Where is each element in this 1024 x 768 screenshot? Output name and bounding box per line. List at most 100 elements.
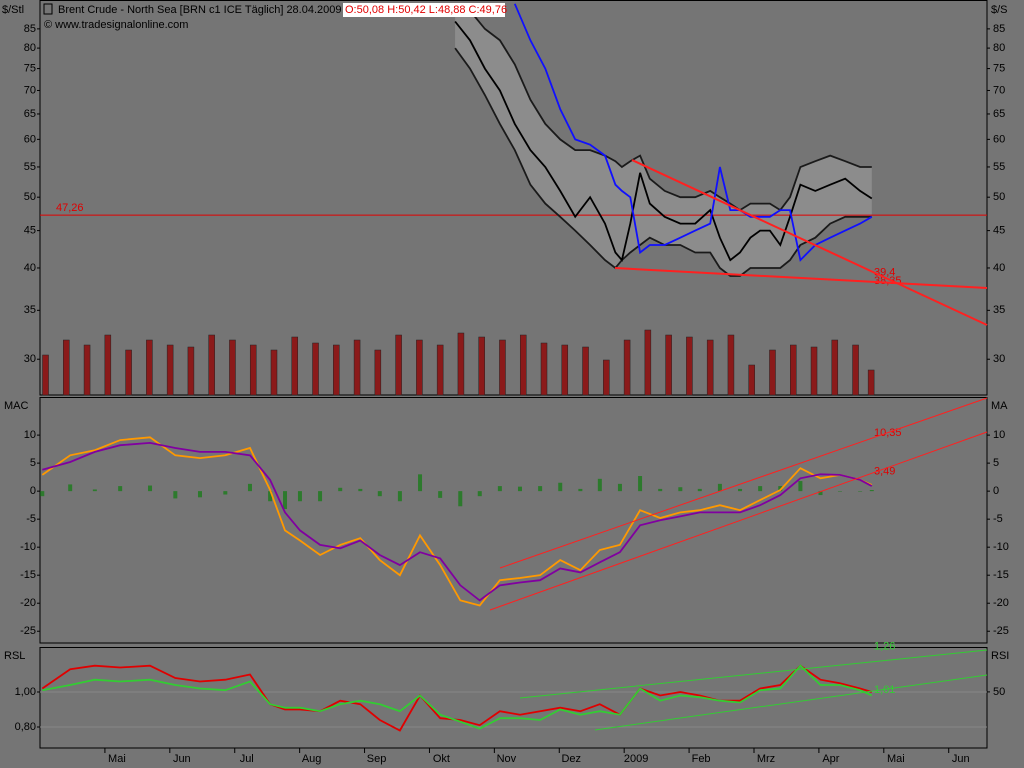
histogram-bar bbox=[458, 491, 463, 507]
histogram-bar bbox=[697, 488, 702, 492]
y2-tick-label: 70 bbox=[993, 84, 1005, 96]
channel-line bbox=[519, 649, 988, 699]
trend-line bbox=[614, 267, 988, 289]
volume-bar bbox=[810, 346, 818, 396]
histogram-bar bbox=[438, 491, 443, 498]
volume-bar bbox=[187, 346, 195, 396]
y-tick-label: 35 bbox=[24, 304, 36, 316]
y-axis-label: RSL bbox=[4, 650, 25, 662]
chart-title: Brent Crude - North Sea [BRN c1 ICE Tägl… bbox=[58, 4, 349, 16]
series-line bbox=[454, 47, 872, 277]
volume-bar bbox=[478, 336, 485, 396]
y-tick-label: 30 bbox=[24, 353, 36, 365]
y2-tick-label: -15 bbox=[993, 569, 1009, 581]
y2-tick-label: 30 bbox=[993, 353, 1005, 365]
y-tick-label: 5 bbox=[30, 457, 36, 469]
y-tick-label: 10 bbox=[24, 429, 36, 441]
volume-bar bbox=[104, 334, 112, 396]
channel-line bbox=[499, 397, 988, 569]
histogram-bar bbox=[558, 482, 563, 492]
histogram-bar bbox=[477, 491, 482, 497]
y2-tick-label: 50 bbox=[993, 191, 1005, 203]
x-tick-label: Nov bbox=[497, 753, 517, 765]
histogram-bar bbox=[173, 491, 178, 499]
histogram-bar bbox=[597, 478, 602, 492]
x-tick-label: Feb bbox=[692, 753, 711, 765]
y-tick-label: 75 bbox=[24, 62, 36, 74]
volume-bar bbox=[748, 364, 755, 396]
volume-bar bbox=[790, 344, 797, 396]
volume-bar bbox=[125, 349, 132, 396]
x-tick-label: Apr bbox=[822, 753, 839, 765]
rsl-panel bbox=[39, 647, 988, 749]
x-tick-label: Aug bbox=[302, 753, 322, 765]
volume-bar bbox=[457, 332, 465, 396]
y2-axis-label: MA bbox=[991, 400, 1008, 412]
y-tick-label: 80 bbox=[24, 42, 36, 54]
y-tick-label: 65 bbox=[24, 108, 36, 120]
histogram-bar bbox=[68, 484, 73, 492]
histogram-bar bbox=[617, 483, 622, 492]
volume-bar bbox=[42, 354, 49, 396]
histogram-bar bbox=[538, 486, 543, 492]
histogram-bar bbox=[658, 488, 663, 492]
histogram-bar bbox=[638, 476, 643, 492]
x-tick-label: Jun bbox=[952, 753, 970, 765]
channel-line bbox=[489, 431, 988, 611]
y-tick-label: 50 bbox=[24, 191, 36, 203]
rsl-layer: 1,00 0,80 50 Mai Jun Jul Aug Sep Okt Nov Dez 2009 Fe… bbox=[15, 640, 1006, 765]
y2-tick-label: 55 bbox=[993, 161, 1005, 173]
volume-bar bbox=[436, 344, 444, 396]
y2-tick-label: 85 bbox=[993, 23, 1005, 35]
macd-layer: 10105500-5-5-10-10-15-15-20-20-25-2510,3… bbox=[20, 427, 1009, 637]
volume-bar bbox=[867, 369, 875, 396]
y2-tick-label: -10 bbox=[993, 541, 1009, 553]
x-tick-label: Sep bbox=[367, 753, 387, 765]
band-fill bbox=[455, 3, 872, 276]
volume-bar bbox=[686, 336, 693, 396]
volume-bar bbox=[623, 339, 631, 396]
histogram-bar bbox=[869, 490, 874, 492]
histogram-bar bbox=[778, 486, 783, 492]
volume-bar bbox=[665, 334, 672, 396]
volume-bar bbox=[312, 342, 319, 396]
x-tick-label: 2009 bbox=[624, 753, 648, 765]
y2-tick-label: -25 bbox=[993, 625, 1009, 637]
volume-bar bbox=[395, 334, 402, 396]
annotation: 38,35 bbox=[874, 275, 902, 287]
histogram-bar bbox=[358, 488, 363, 492]
y2-tick-label: 60 bbox=[993, 133, 1005, 145]
y-tick-label: -15 bbox=[20, 569, 36, 581]
histogram-bar bbox=[758, 486, 763, 492]
y2-tick-label: 10 bbox=[993, 429, 1005, 441]
y-tick-label: 85 bbox=[24, 23, 36, 35]
series-line bbox=[41, 664, 873, 732]
histogram-bar bbox=[148, 485, 153, 492]
volume-bar bbox=[769, 349, 776, 396]
y2-tick-label: 0 bbox=[993, 485, 999, 497]
series-line bbox=[42, 664, 873, 730]
y-tick-label: 70 bbox=[24, 84, 36, 96]
histogram-bar bbox=[858, 491, 863, 492]
series-line bbox=[454, 20, 873, 263]
histogram-bar bbox=[268, 491, 273, 502]
y2-axis-label: RSI bbox=[991, 650, 1009, 662]
x-tick-label: Mai bbox=[108, 753, 126, 765]
series-line bbox=[513, 3, 873, 262]
x-tick-label: Jun bbox=[173, 753, 191, 765]
y2-tick-label: 80 bbox=[993, 42, 1005, 54]
y-tick-label: 0 bbox=[30, 485, 36, 497]
volume-bar bbox=[561, 344, 569, 396]
y2-tick-label: -20 bbox=[993, 597, 1009, 609]
histogram-bar bbox=[578, 488, 583, 492]
volume-bar bbox=[333, 344, 340, 396]
volume-bar bbox=[727, 334, 735, 396]
y2-tick-label: 45 bbox=[993, 225, 1005, 237]
y-tick-label: -25 bbox=[20, 625, 36, 637]
volume-bar bbox=[229, 339, 236, 396]
y-tick-label: 1,00 bbox=[15, 686, 36, 698]
x-tick-label: Mai bbox=[887, 753, 905, 765]
volume-bar bbox=[831, 339, 839, 396]
y2-tick-label: 40 bbox=[993, 262, 1005, 274]
